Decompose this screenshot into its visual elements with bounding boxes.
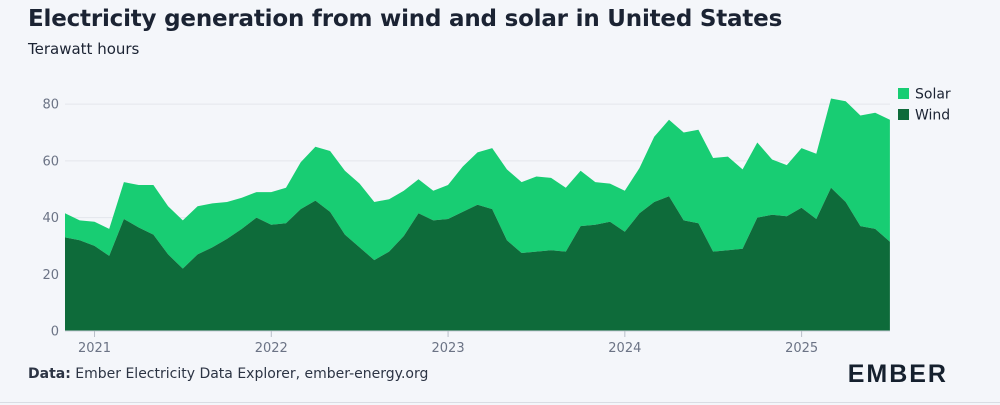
- legend-label-solar: Solar: [915, 87, 951, 103]
- chart-title: Electricity generation from wind and sol…: [28, 6, 783, 32]
- y-tick-label: 0: [51, 325, 59, 340]
- data-source-label: Data:: [28, 366, 71, 382]
- x-tick-label: 2023: [432, 341, 465, 356]
- y-tick-label: 80: [42, 98, 59, 113]
- data-source-text: Ember Electricity Data Explorer, ember-e…: [75, 366, 429, 382]
- y-tick-label: 60: [42, 154, 59, 169]
- chart-subtitle: Terawatt hours: [28, 40, 140, 58]
- x-tick-label: 2021: [78, 341, 111, 356]
- plot-areas: [65, 98, 890, 331]
- wind-area: [65, 187, 890, 331]
- y-tick-label: 20: [42, 268, 59, 283]
- legend-swatch-wind: [898, 109, 909, 120]
- legend-swatch-solar: [898, 88, 909, 99]
- data-source: Data: Ember Electricity Data Explorer, e…: [28, 366, 428, 382]
- divider: [0, 402, 1000, 403]
- axes: 0 20 40 60 80 2021 2022 2023 2024 2025: [42, 98, 890, 356]
- x-tick-label: 2024: [608, 341, 641, 356]
- x-tick-label: 2022: [255, 341, 288, 356]
- legend-label-wind: Wind: [915, 108, 950, 124]
- y-tick-label: 40: [42, 211, 59, 226]
- solar-area: [65, 98, 890, 269]
- x-tick-label: 2025: [785, 341, 818, 356]
- ember-logo: EMBER: [847, 360, 948, 388]
- legend: Solar Wind: [898, 87, 951, 124]
